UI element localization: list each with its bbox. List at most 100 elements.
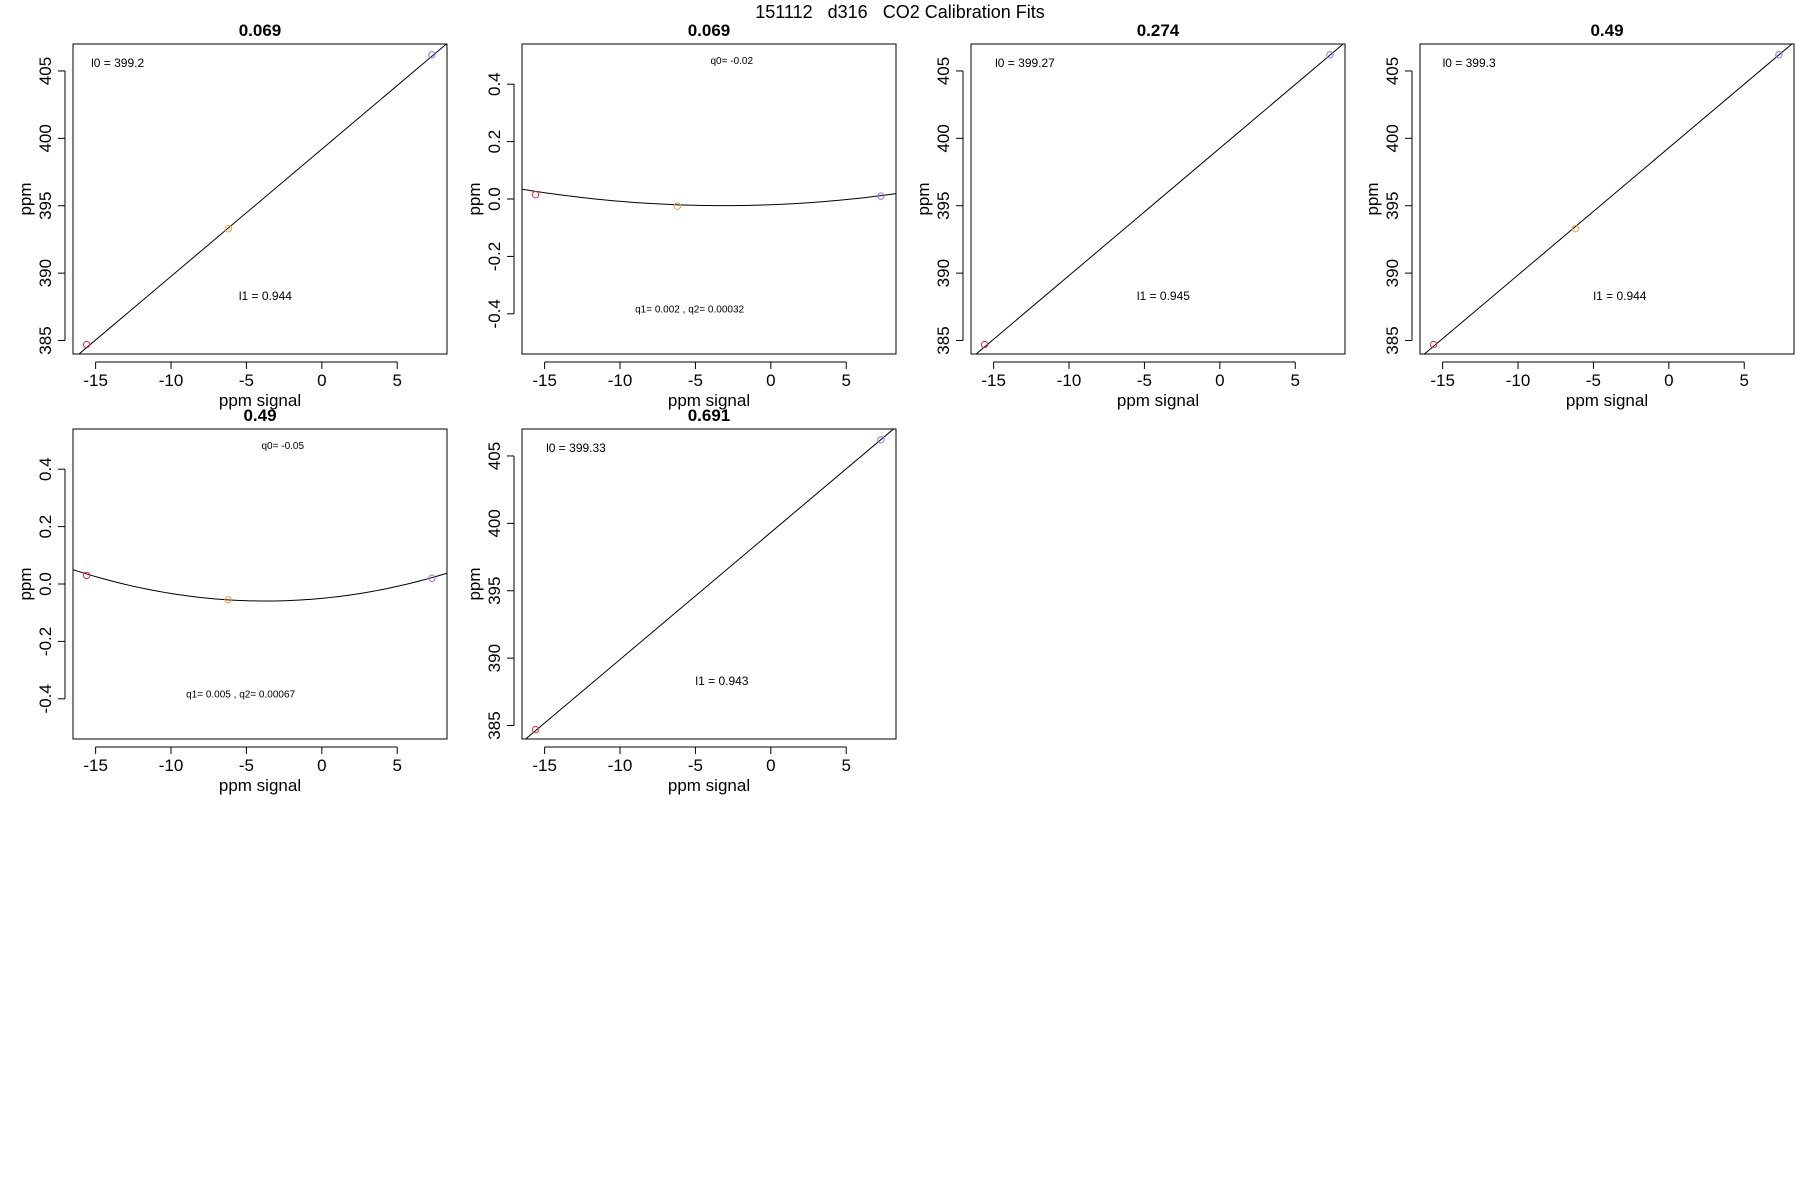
- y-tick-label: 400: [485, 509, 504, 537]
- x-tick-label: -5: [239, 371, 254, 390]
- y-axis-label: ppm: [16, 567, 35, 600]
- x-tick-label: -15: [532, 371, 557, 390]
- y-tick-label: 395: [934, 192, 953, 220]
- data-point-purple: [877, 436, 885, 444]
- plot-frame: [72, 43, 448, 355]
- calibration-panel-5: 0.49 -15 -10 -5 0 5 ppm signal -0.4 -0.2 0.0 0.2 0.…: [16, 406, 448, 795]
- data-point-purple: [428, 51, 436, 59]
- x-tick-label: -15: [83, 756, 108, 775]
- x-tick-label: -5: [1137, 371, 1152, 390]
- x-tick-label: -10: [608, 371, 633, 390]
- data-point-orange: [1571, 224, 1580, 233]
- plot-frame: [521, 428, 897, 740]
- data-point-orange: [224, 224, 233, 233]
- x-axis-label: ppm signal: [668, 776, 750, 795]
- x-tick-label: 5: [392, 756, 401, 775]
- fit-line: [975, 44, 1344, 354]
- fit-line: [73, 569, 447, 602]
- y-axis-label: ppm: [1363, 182, 1382, 215]
- y-tick-label: 0.0: [485, 187, 504, 211]
- x-tick-label: 5: [392, 371, 401, 390]
- data-point-red: [531, 190, 540, 199]
- y-tick-label: 390: [934, 259, 953, 287]
- fit-line: [524, 429, 895, 739]
- y-tick-label: 0.2: [36, 515, 55, 539]
- y-axis-label: ppm: [465, 567, 484, 600]
- x-tick-label: -5: [688, 371, 703, 390]
- x-tick-label: -10: [1057, 371, 1082, 390]
- y-tick-label: 405: [485, 442, 504, 470]
- y-tick-label: 385: [36, 326, 55, 354]
- page-title: 151112 d316 CO2 Calibration Fits: [755, 2, 1045, 22]
- y-axis-label: ppm: [914, 182, 933, 215]
- y-tick-label: 405: [1383, 57, 1402, 85]
- x-tick-label: -10: [1506, 371, 1531, 390]
- fit-coefficient-label: l0 = 399.2: [91, 56, 144, 70]
- panel-title: 0.691: [688, 406, 731, 425]
- data-point-orange: [224, 596, 233, 604]
- panel-title: 0.069: [239, 21, 282, 40]
- fit-coefficient-label: q0= -0.02: [711, 56, 754, 67]
- x-tick-label: -10: [159, 756, 184, 775]
- calibration-panel-6: 0.691 -15 -10 -5 0 5 ppm signal 385 390 395 400 405…: [465, 406, 897, 795]
- y-tick-label: 395: [485, 577, 504, 605]
- x-tick-label: 0: [1215, 371, 1224, 390]
- x-axis-label: ppm signal: [1566, 391, 1648, 410]
- fit-coefficient-label: l0 = 399.3: [1443, 56, 1496, 70]
- x-tick-label: -15: [981, 371, 1006, 390]
- calibration-panel-4: 0.49 -15 -10 -5 0 5 ppm signal 385 390 395 400 405 p…: [1363, 21, 1795, 410]
- data-point-orange: [673, 202, 682, 210]
- x-axis-label: ppm signal: [1117, 391, 1199, 410]
- plot-frame: [72, 428, 448, 740]
- plot-frame: [1419, 43, 1795, 355]
- y-tick-label: -0.4: [485, 299, 504, 328]
- panel-title: 0.49: [1590, 21, 1623, 40]
- fit-coefficient-label: l0 = 399.33: [546, 441, 606, 455]
- y-tick-label: 395: [36, 192, 55, 220]
- x-tick-label: -15: [83, 371, 108, 390]
- calibration-panel-1: 0.069 -15 -10 -5 0 5 ppm signal 385 390 395 400 405…: [16, 21, 448, 410]
- y-tick-label: 0.0: [36, 572, 55, 596]
- calibration-panel-2: 0.069 -15 -10 -5 0 5 ppm signal -0.4 -0.2 0.0 0.2 0…: [465, 21, 897, 410]
- fit-coefficient-label: q0= -0.05: [262, 441, 305, 452]
- y-tick-label: 400: [36, 124, 55, 152]
- x-tick-label: 5: [1739, 371, 1748, 390]
- y-tick-label: 385: [485, 711, 504, 739]
- y-tick-label: 385: [1383, 326, 1402, 354]
- y-tick-label: 390: [36, 259, 55, 287]
- plot-frame: [970, 43, 1346, 355]
- y-tick-label: 390: [1383, 259, 1402, 287]
- x-tick-label: 0: [317, 756, 326, 775]
- x-tick-label: -15: [1430, 371, 1455, 390]
- fit-line: [522, 188, 896, 207]
- y-tick-label: 0.4: [36, 457, 55, 481]
- calibration-panel-3: 0.274 -15 -10 -5 0 5 ppm signal 385 390 395 400 405…: [914, 21, 1346, 410]
- y-tick-label: 395: [1383, 192, 1402, 220]
- x-tick-label: 0: [766, 371, 775, 390]
- x-axis-label: ppm signal: [668, 391, 750, 410]
- y-tick-label: 405: [934, 57, 953, 85]
- x-tick-label: -10: [159, 371, 184, 390]
- x-axis-label: ppm signal: [219, 776, 301, 795]
- x-tick-label: -5: [688, 756, 703, 775]
- x-tick-label: 5: [841, 371, 850, 390]
- x-tick-label: 0: [766, 756, 775, 775]
- x-tick-label: 5: [1290, 371, 1299, 390]
- y-tick-label: 400: [934, 124, 953, 152]
- y-tick-label: 390: [485, 644, 504, 672]
- x-tick-label: -10: [608, 756, 633, 775]
- x-tick-label: -5: [1586, 371, 1601, 390]
- x-tick-label: -5: [239, 756, 254, 775]
- fit-line: [78, 44, 447, 354]
- fit-coefficient-label: l1 = 0.944: [1593, 289, 1646, 303]
- panel-title: 0.069: [688, 21, 731, 40]
- y-tick-label: 0.2: [485, 130, 504, 154]
- y-tick-label: -0.2: [36, 627, 55, 656]
- x-tick-label: 5: [841, 756, 850, 775]
- data-point-red: [1429, 340, 1438, 349]
- data-point-red: [531, 725, 540, 734]
- x-tick-label: 0: [317, 371, 326, 390]
- plot-frame: [521, 43, 897, 355]
- data-point-purple: [428, 574, 436, 582]
